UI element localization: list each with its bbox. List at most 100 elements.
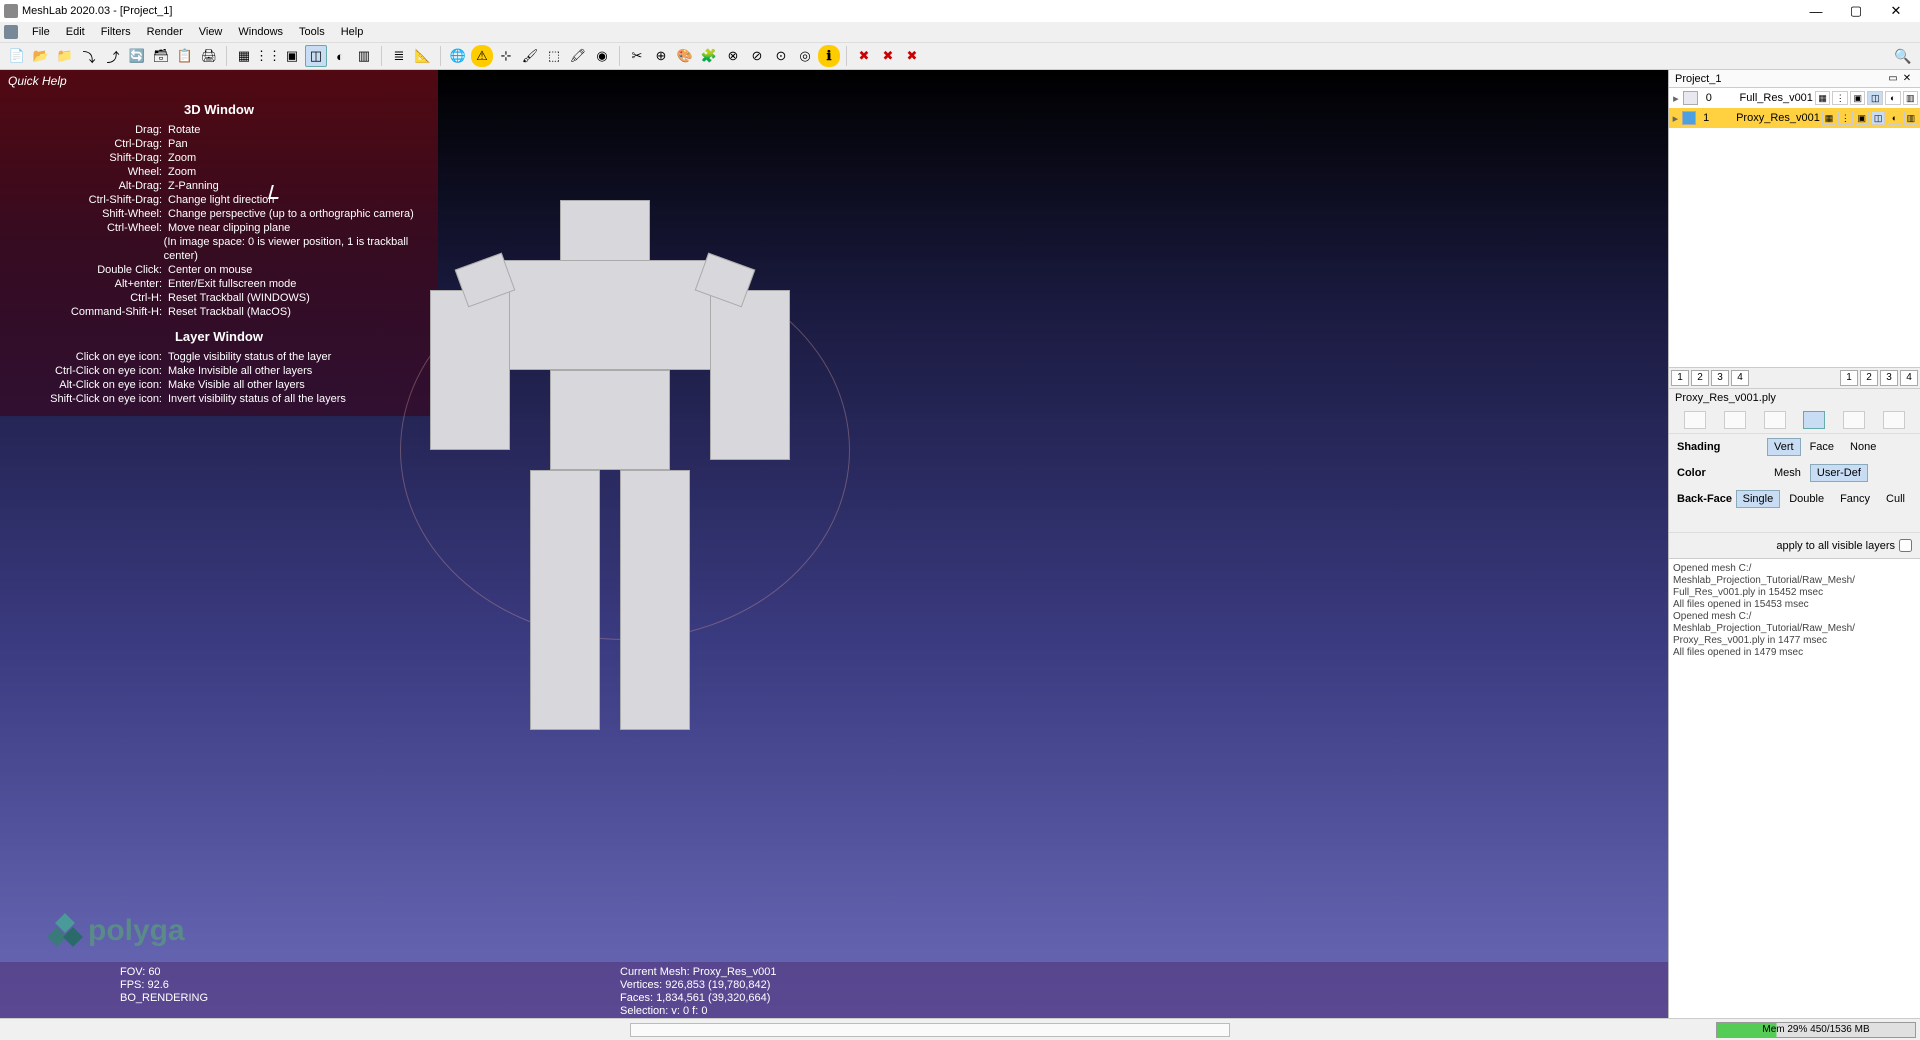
mode-smooth-icon[interactable] bbox=[1843, 411, 1865, 429]
toolbar-reload[interactable]: 🔄 bbox=[126, 45, 148, 67]
toolbar-save-snapshot[interactable]: 📋 bbox=[174, 45, 196, 67]
mode-box-icon[interactable] bbox=[1684, 411, 1706, 429]
maximize-button[interactable]: ▢ bbox=[1836, 3, 1876, 19]
preset-button-2[interactable]: 2 bbox=[1691, 370, 1709, 386]
layer-row[interactable]: ▸0Full_Res_v001▦⋮▣◫◐▥ bbox=[1669, 88, 1920, 108]
opt-none[interactable]: None bbox=[1843, 438, 1883, 456]
toolbar-wireframe[interactable]: ▣ bbox=[281, 45, 303, 67]
layer-ico4[interactable]: ◫ bbox=[1867, 91, 1883, 105]
panel-undock-button[interactable]: ▭ bbox=[1886, 73, 1900, 84]
menu-edit[interactable]: Edit bbox=[58, 24, 93, 40]
preset-button-4[interactable]: 4 bbox=[1731, 370, 1749, 386]
toolbar-new-project[interactable]: 📄 bbox=[6, 45, 28, 67]
toolbar-texture[interactable]: ▥ bbox=[353, 45, 375, 67]
preset-button-2[interactable]: 2 bbox=[1860, 370, 1878, 386]
menu-filters[interactable]: Filters bbox=[93, 24, 139, 40]
close-button[interactable]: ✕ bbox=[1876, 3, 1916, 19]
menu-windows[interactable]: Windows bbox=[230, 24, 291, 40]
opt-cull[interactable]: Cull bbox=[1879, 490, 1912, 508]
layer-ico2[interactable]: ⋮ bbox=[1832, 91, 1848, 105]
menu-view[interactable]: View bbox=[191, 24, 231, 40]
menu-render[interactable]: Render bbox=[139, 24, 191, 40]
layer-index: 1 bbox=[1698, 112, 1714, 124]
toolbar-del-red2[interactable]: ✖ bbox=[877, 45, 899, 67]
minimize-button[interactable]: — bbox=[1796, 4, 1836, 19]
toolbar-paint[interactable]: 🖍 bbox=[567, 45, 589, 67]
toolbar-import[interactable]: ⤵ bbox=[78, 45, 100, 67]
layer-ico5[interactable]: ◐ bbox=[1885, 91, 1901, 105]
toolbar-points[interactable]: ⋮⋮ bbox=[257, 45, 279, 67]
toolbar-warn-yellow[interactable]: ⚠ bbox=[471, 45, 493, 67]
toolbar-color-cube[interactable]: 🎨 bbox=[674, 45, 696, 67]
apply-all-checkbox[interactable] bbox=[1899, 539, 1912, 552]
layer-ico6[interactable]: ▥ bbox=[1904, 111, 1918, 125]
opt-fancy[interactable]: Fancy bbox=[1833, 490, 1877, 508]
qh-row: Ctrl-H:Reset Trackball (WINDOWS) bbox=[0, 291, 438, 305]
expand-icon[interactable]: ▸ bbox=[1671, 112, 1680, 125]
preset-button-4[interactable]: 4 bbox=[1900, 370, 1918, 386]
toolbar-smooth[interactable]: ◐ bbox=[329, 45, 351, 67]
toolbar-fill[interactable]: ◉ bbox=[591, 45, 613, 67]
mode-tex-icon[interactable] bbox=[1883, 411, 1905, 429]
toolbar-flat-lines[interactable]: ◫ bbox=[305, 45, 327, 67]
toolbar-tool-a[interactable]: ✂ bbox=[626, 45, 648, 67]
menu-file[interactable]: File bbox=[24, 24, 58, 40]
preset-button-3[interactable]: 3 bbox=[1880, 370, 1898, 386]
toolbar-save-layer[interactable]: 🗃 bbox=[150, 45, 172, 67]
mode-wire-icon[interactable] bbox=[1764, 411, 1786, 429]
opt-mesh[interactable]: Mesh bbox=[1767, 464, 1808, 482]
layer-ico5[interactable]: ◐ bbox=[1887, 111, 1901, 125]
toolbar-layers[interactable]: ≣ bbox=[388, 45, 410, 67]
toolbar-open-folder[interactable]: 📁 bbox=[54, 45, 76, 67]
mode-flat-icon[interactable] bbox=[1803, 411, 1825, 429]
toolbar-del-red1[interactable]: ✖ bbox=[853, 45, 875, 67]
toolbar-tool-f[interactable]: ◎ bbox=[794, 45, 816, 67]
3d-viewport[interactable]: Quick Help 3D WindowDrag:RotateCtrl-Drag… bbox=[0, 70, 1668, 1018]
log-panel: Opened mesh C:/Meshlab_Projection_Tutori… bbox=[1669, 558, 1920, 1018]
preset-button-1[interactable]: 1 bbox=[1840, 370, 1858, 386]
toolbar-globe[interactable]: 🌐 bbox=[447, 45, 469, 67]
opt-face[interactable]: Face bbox=[1803, 438, 1841, 456]
toolbar-tool-d[interactable]: ⊘ bbox=[746, 45, 768, 67]
layer-ico6[interactable]: ▥ bbox=[1903, 91, 1919, 105]
layer-ico1[interactable]: ▦ bbox=[1822, 111, 1836, 125]
layer-ico3[interactable]: ▣ bbox=[1850, 91, 1866, 105]
toolbar-export[interactable]: ⤴ bbox=[102, 45, 124, 67]
search-icon[interactable]: 🔍 bbox=[1892, 45, 1914, 67]
layer-ico2[interactable]: ⋮ bbox=[1838, 111, 1852, 125]
layer-list: ▸0Full_Res_v001▦⋮▣◫◐▥▸1Proxy_Res_v001▦⋮▣… bbox=[1669, 88, 1920, 368]
qh-row: Alt-Click on eye icon:Make Visible all o… bbox=[0, 378, 438, 392]
preset-button-1[interactable]: 1 bbox=[1671, 370, 1689, 386]
qh-row: Shift-Click on eye icon:Invert visibilit… bbox=[0, 392, 438, 406]
toolbar-measure[interactable]: 📐 bbox=[412, 45, 434, 67]
toolbar-axis[interactable]: ⊹ bbox=[495, 45, 517, 67]
layer-ico4[interactable]: ◫ bbox=[1871, 111, 1885, 125]
toolbar-open-project[interactable]: 📂 bbox=[30, 45, 52, 67]
menu-tools[interactable]: Tools bbox=[291, 24, 333, 40]
toolbar-info[interactable]: ℹ bbox=[818, 45, 840, 67]
layer-ico1[interactable]: ▦ bbox=[1815, 91, 1831, 105]
visibility-icon[interactable] bbox=[1682, 111, 1696, 125]
toolbar-box[interactable]: ▦ bbox=[233, 45, 255, 67]
preset-button-3[interactable]: 3 bbox=[1711, 370, 1729, 386]
opt-vert[interactable]: Vert bbox=[1767, 438, 1801, 456]
toolbar-tool-c[interactable]: ⊗ bbox=[722, 45, 744, 67]
panel-close-button[interactable]: ✕ bbox=[1900, 73, 1914, 84]
toolbar-print[interactable]: 🖨 bbox=[198, 45, 220, 67]
toolbar-tool-e[interactable]: ⊙ bbox=[770, 45, 792, 67]
toolbar-tool-b[interactable]: ⊕ bbox=[650, 45, 672, 67]
toolbar-puzzle[interactable]: 🧩 bbox=[698, 45, 720, 67]
opt-user-def[interactable]: User-Def bbox=[1810, 464, 1868, 482]
mode-points-icon[interactable] bbox=[1724, 411, 1746, 429]
menu-help[interactable]: Help bbox=[333, 24, 372, 40]
toolbar-del-red3[interactable]: ✖ bbox=[901, 45, 923, 67]
qh-row: Alt-Drag:Z-Panning bbox=[0, 179, 438, 193]
toolbar-select-face[interactable]: ⬚ bbox=[543, 45, 565, 67]
toolbar-brush[interactable]: 🖌 bbox=[519, 45, 541, 67]
layer-ico3[interactable]: ▣ bbox=[1855, 111, 1869, 125]
layer-row[interactable]: ▸1Proxy_Res_v001▦⋮▣◫◐▥ bbox=[1669, 108, 1920, 128]
opt-double[interactable]: Double bbox=[1782, 490, 1831, 508]
visibility-icon[interactable] bbox=[1683, 91, 1699, 105]
expand-icon[interactable]: ▸ bbox=[1671, 92, 1681, 105]
opt-single[interactable]: Single bbox=[1736, 490, 1781, 508]
